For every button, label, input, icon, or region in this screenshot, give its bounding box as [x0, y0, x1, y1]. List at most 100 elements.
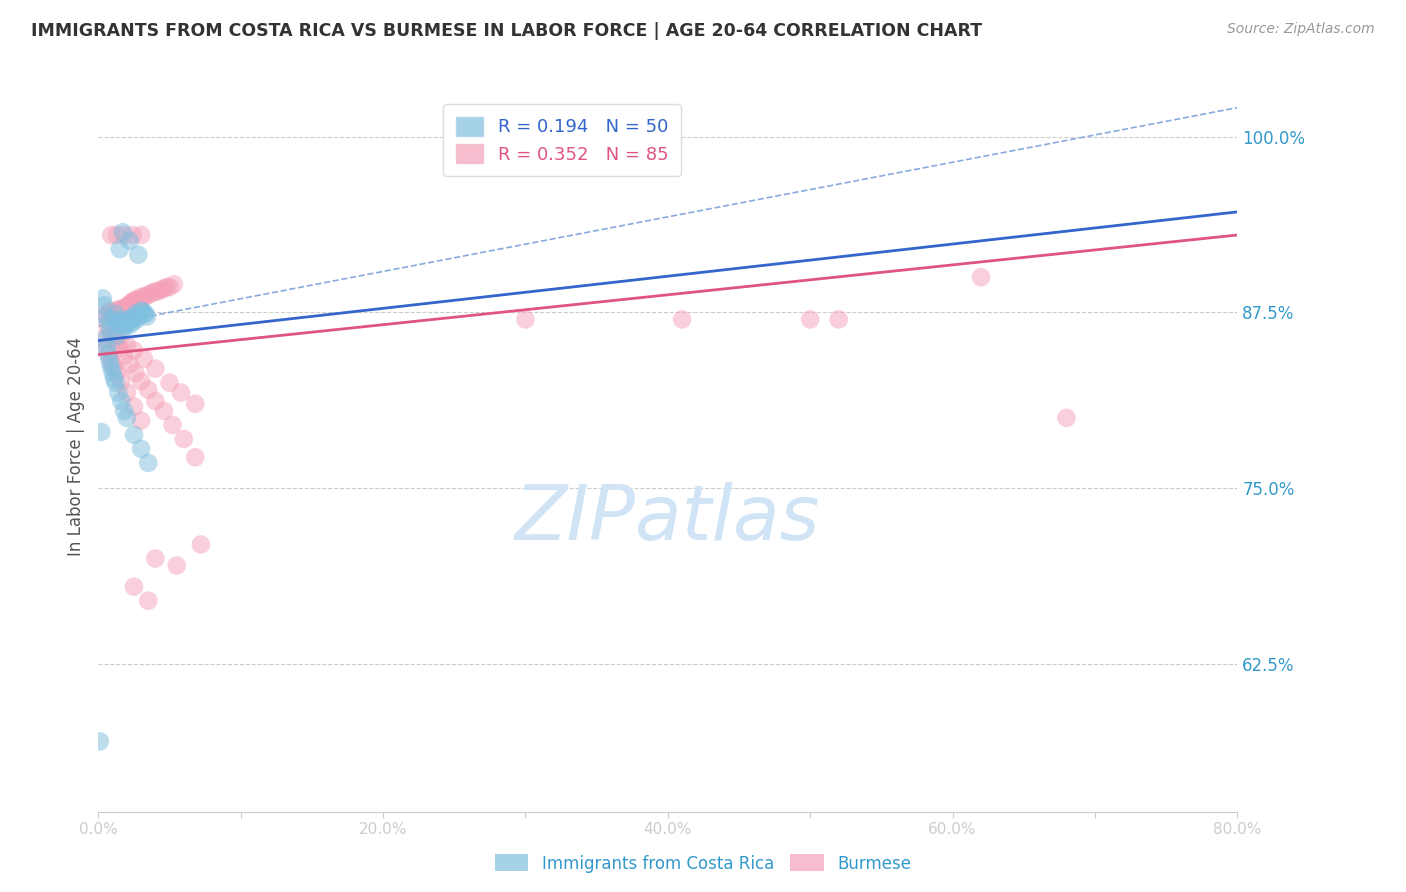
Point	[136, 593, 159, 607]
Point	[110, 374, 132, 388]
Point	[799, 312, 821, 326]
Point	[97, 348, 120, 362]
Point	[129, 414, 152, 428]
Point	[153, 281, 176, 295]
Point	[101, 312, 124, 326]
Point	[125, 293, 148, 307]
Y-axis label: In Labor Force | Age 20-64: In Labor Force | Age 20-64	[66, 336, 84, 556]
Point	[122, 294, 145, 309]
Point	[110, 312, 132, 326]
Point	[105, 329, 128, 343]
Point	[1056, 410, 1078, 425]
Point	[122, 310, 145, 324]
Point	[135, 310, 157, 324]
Point	[120, 312, 142, 326]
Point	[121, 227, 143, 242]
Point	[138, 287, 160, 301]
Point	[112, 302, 135, 317]
Point	[112, 404, 135, 418]
Text: Source: ZipAtlas.com: Source: ZipAtlas.com	[1227, 22, 1375, 37]
Point	[112, 321, 135, 335]
Point	[127, 310, 149, 324]
Point	[108, 332, 131, 346]
Point	[101, 329, 124, 343]
Point	[96, 318, 118, 332]
Point	[115, 337, 138, 351]
Point	[153, 404, 176, 418]
Point	[90, 425, 112, 439]
Point	[101, 366, 124, 380]
Point	[135, 288, 157, 302]
Point	[112, 227, 135, 242]
Point	[100, 307, 122, 321]
Point	[145, 394, 167, 409]
Point	[129, 290, 152, 304]
Point	[117, 298, 139, 312]
Point	[121, 315, 143, 329]
Point	[104, 307, 127, 321]
Point	[131, 304, 153, 318]
Point	[97, 310, 120, 324]
Point	[145, 551, 167, 566]
Point	[105, 305, 128, 319]
Point	[108, 315, 131, 329]
Point	[98, 324, 121, 338]
Point	[136, 383, 159, 397]
Point	[159, 280, 181, 294]
Point	[107, 302, 129, 317]
Point	[129, 227, 152, 242]
Point	[118, 234, 141, 248]
Point	[103, 371, 125, 385]
Point	[132, 307, 155, 321]
Point	[156, 280, 179, 294]
Point	[132, 351, 155, 366]
Point	[150, 283, 173, 297]
Point	[129, 442, 152, 456]
Point	[112, 349, 135, 363]
Point	[93, 298, 115, 312]
Point	[163, 277, 186, 292]
Point	[100, 360, 122, 375]
Point	[124, 293, 146, 307]
Point	[124, 307, 146, 321]
Point	[515, 312, 537, 326]
Point	[94, 332, 117, 346]
Point	[970, 270, 993, 285]
Point	[115, 385, 138, 400]
Point	[97, 348, 120, 362]
Legend: R = 0.194   N = 50, R = 0.352   N = 85: R = 0.194 N = 50, R = 0.352 N = 85	[443, 104, 681, 177]
Point	[98, 354, 121, 368]
Point	[100, 227, 122, 242]
Point	[89, 734, 111, 748]
Text: ZIPatlas: ZIPatlas	[515, 483, 821, 556]
Point	[107, 318, 129, 332]
Point	[105, 366, 128, 380]
Point	[94, 341, 117, 355]
Point	[145, 285, 167, 299]
Point	[125, 312, 148, 326]
Point	[115, 315, 138, 329]
Point	[122, 427, 145, 442]
Point	[129, 374, 152, 388]
Legend: Immigrants from Costa Rica, Burmese: Immigrants from Costa Rica, Burmese	[488, 847, 918, 880]
Point	[118, 358, 141, 372]
Point	[120, 295, 142, 310]
Point	[103, 360, 125, 375]
Point	[107, 385, 129, 400]
Point	[184, 450, 207, 465]
Point	[117, 312, 139, 326]
Point	[97, 315, 120, 329]
Point	[108, 304, 131, 318]
Point	[170, 385, 193, 400]
Point	[108, 242, 131, 256]
Point	[108, 342, 131, 356]
Point	[114, 301, 136, 315]
Point	[184, 397, 207, 411]
Point	[132, 290, 155, 304]
Point	[105, 315, 128, 329]
Point	[118, 298, 141, 312]
Point	[100, 354, 122, 368]
Point	[118, 318, 141, 332]
Point	[111, 301, 134, 315]
Point	[127, 248, 149, 262]
